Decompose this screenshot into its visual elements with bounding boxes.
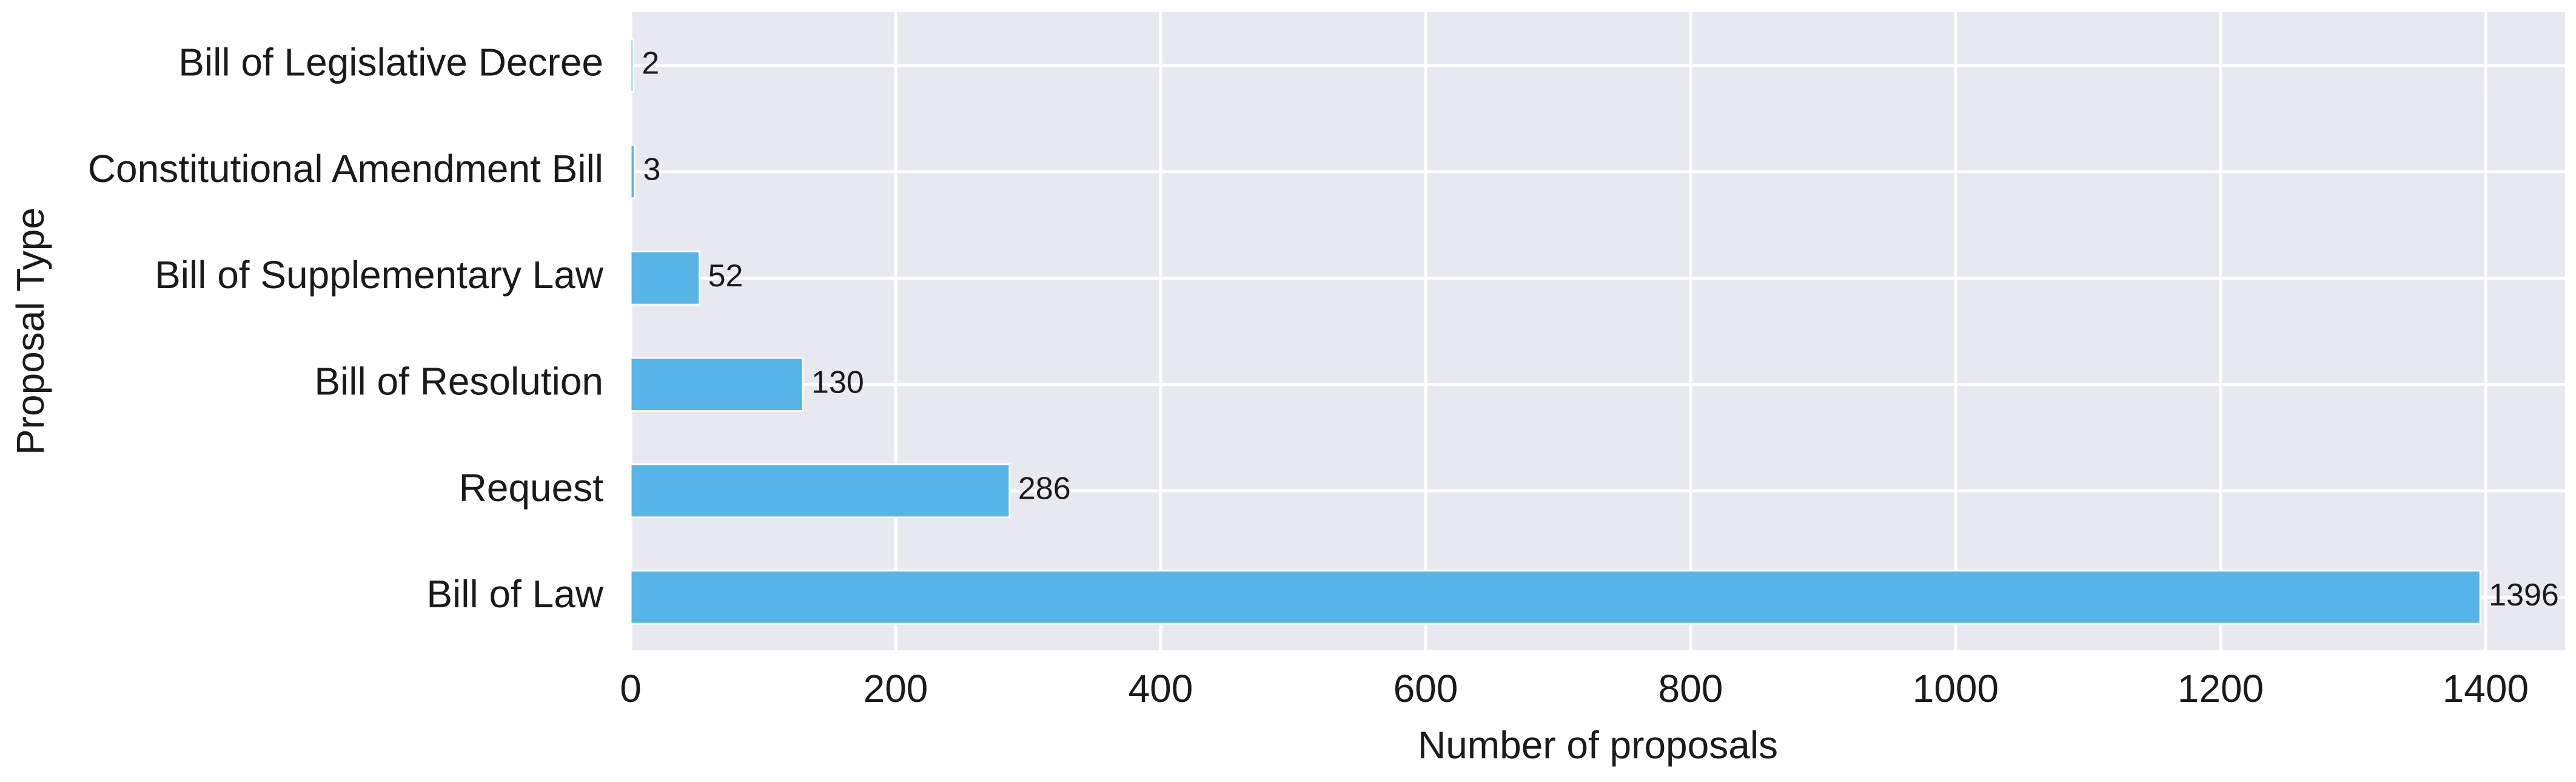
x-axis-label: Number of proposals: [1418, 723, 1778, 767]
y-axis-label: Proposal Type: [8, 207, 52, 455]
y-tick-labels: Bill of Law Request Bill of Resolution Bill…: [88, 41, 604, 616]
bar: [629, 144, 636, 200]
x-tick-label: 600: [1394, 667, 1458, 710]
y-tick-label: Bill of Resolution: [314, 360, 603, 403]
x-tick-label: 0: [620, 667, 642, 710]
x-tick-label: 400: [1129, 667, 1193, 710]
data-labels: 1396 286 130 52 3 2: [642, 46, 2558, 613]
data-label: 1396: [2489, 578, 2559, 613]
bars: [629, 38, 2481, 625]
bar: [629, 38, 634, 93]
bar: [629, 570, 2481, 625]
plot-background: [631, 12, 2565, 650]
x-tick-label: 800: [1659, 667, 1723, 710]
x-tick-label: 1200: [2178, 667, 2264, 710]
bar: [629, 357, 804, 412]
data-label: 52: [708, 258, 743, 294]
x-tick-label: 1000: [1913, 667, 1999, 710]
bar: [629, 463, 1011, 519]
grid-lines: [629, 12, 2565, 650]
y-tick-label: Request: [459, 466, 604, 510]
y-tick-label: Bill of Law: [426, 572, 603, 616]
data-label: 2: [642, 46, 659, 81]
y-tick-label: Constitutional Amendment Bill: [88, 147, 603, 190]
data-label: 3: [643, 152, 661, 187]
x-tick-label: 1400: [2443, 667, 2529, 710]
bar: [629, 251, 701, 306]
data-label: 130: [811, 365, 864, 400]
x-tick-labels: 0 200 400 600 800 1000 1200 1400: [620, 667, 2529, 710]
x-tick-label: 200: [864, 667, 928, 710]
y-tick-label: Bill of Legislative Decree: [178, 41, 603, 84]
y-tick-label: Bill of Supplementary Law: [155, 253, 604, 297]
data-label: 286: [1018, 471, 1071, 507]
